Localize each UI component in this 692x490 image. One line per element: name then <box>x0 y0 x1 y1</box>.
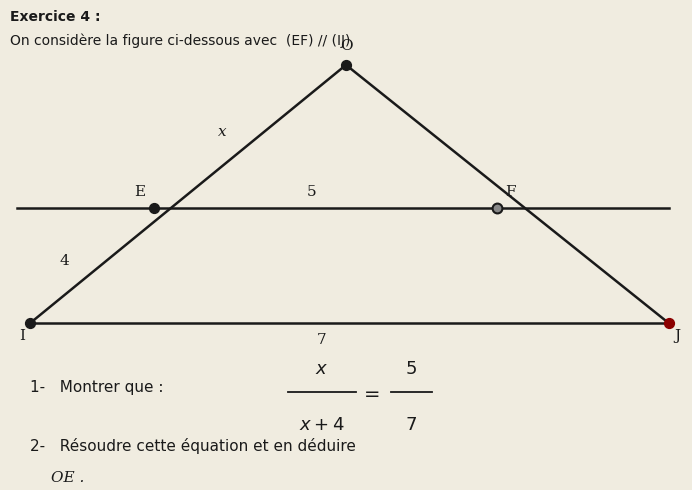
Text: $x$: $x$ <box>316 360 329 378</box>
Text: $5$: $5$ <box>406 360 417 378</box>
Text: 7: 7 <box>317 333 327 347</box>
Text: O: O <box>340 39 352 53</box>
Text: $=$: $=$ <box>360 383 380 402</box>
Text: On considère la figure ci-dessous avec  (EF) // (IJ): On considère la figure ci-dessous avec (… <box>10 34 350 49</box>
Point <box>25 319 36 327</box>
Text: $7$: $7$ <box>406 416 417 434</box>
Text: E: E <box>134 185 145 199</box>
Text: 1-   Montrer que :: 1- Montrer que : <box>30 380 169 395</box>
Text: Exercice 4 :: Exercice 4 : <box>10 10 100 24</box>
Text: 2-   Résoudre cette équation et en déduire: 2- Résoudre cette équation et en déduire <box>30 438 356 454</box>
Text: OE .: OE . <box>51 471 84 485</box>
Point <box>663 319 674 327</box>
Text: $x+4$: $x+4$ <box>299 416 345 434</box>
Text: 5: 5 <box>307 185 316 198</box>
Text: J: J <box>674 329 680 343</box>
Point <box>340 61 352 69</box>
Text: F: F <box>506 185 516 199</box>
Text: x: x <box>218 125 227 139</box>
Text: 4: 4 <box>60 254 69 268</box>
Point <box>491 204 502 212</box>
Text: I: I <box>19 329 25 343</box>
Point <box>148 204 159 212</box>
